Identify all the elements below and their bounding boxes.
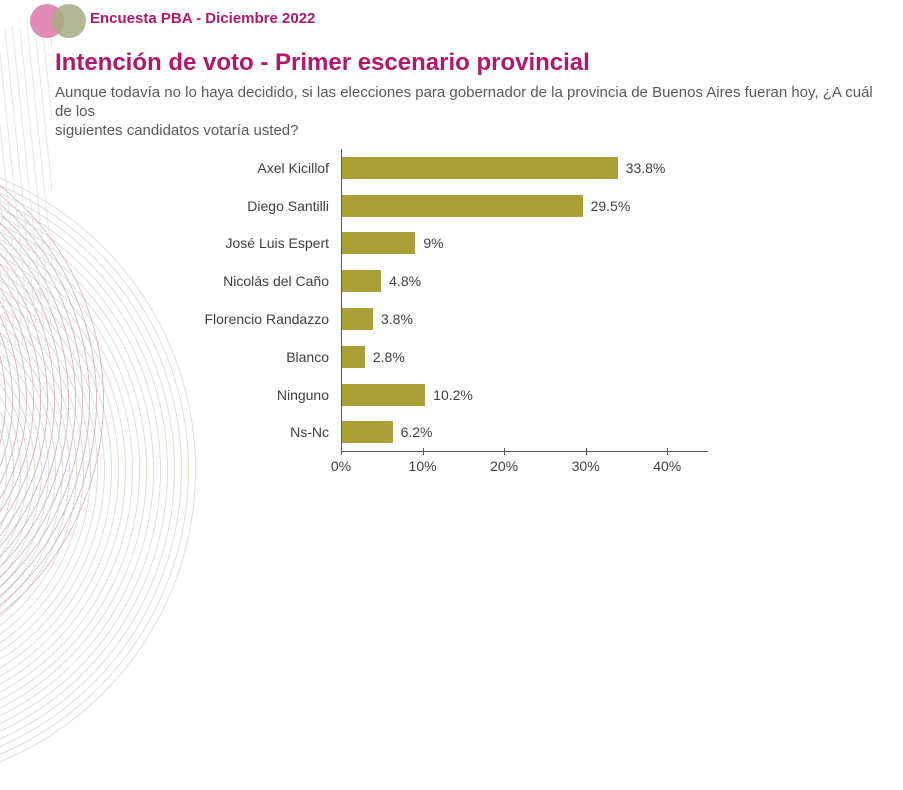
category-label: Nicolás del Caño [223,273,329,290]
bar-track: 29.5% [341,186,709,225]
page-title: Intención de voto - Primer escenario pro… [55,49,590,76]
bar-track: 4.8% [341,262,709,301]
chart-row: Diego Santilli 29.5% [55,186,885,225]
x-axis-tick-label: 40% [653,458,682,475]
bar-track: 10.2% [341,375,709,414]
bar-value-label: 6.2% [400,424,433,441]
logo-olive-circle-icon [52,4,86,38]
category-label: Diego Santilli [247,197,329,214]
bar-value-label: 33.8% [625,159,666,176]
x-axis-tick-label: 30% [571,458,600,475]
logo [30,4,86,38]
chart-row: Axel Kicillof 33.8% [55,149,885,187]
x-axis-tick-label: 10% [408,458,437,475]
bar [342,156,618,179]
bar-value-label: 10.2% [433,386,473,403]
bar [342,421,393,444]
bar-value-label: 29.5% [590,197,631,214]
category-label: Axel Kicillof [257,159,329,176]
bar-track: 9% [341,224,709,263]
bar-chart: Axel Kicillof 33.8% Diego Santilli 29.5% Jos… [55,149,885,480]
bar-track: 33.8% [341,149,709,187]
x-axis-tick-label: 0% [330,458,352,475]
x-axis-tick [504,448,506,456]
bar [342,232,416,255]
slide-content: Intención de voto - Primer escenario pro… [55,44,885,480]
bar-value-label: 9% [423,235,444,252]
x-axis: 0% 10% 20% 30% 40% [331,448,708,480]
bar [342,194,583,217]
x-axis-tick [341,448,342,456]
chart-row: Ns-Nc 6.2% [55,413,885,452]
bar-value-label: 2.8% [372,348,405,365]
subtitle: Aunque todavía no lo haya decidido, si l… [55,83,885,140]
chart-row: Nicolás del Caño 4.8% [55,262,885,301]
x-axis-tick [422,448,424,456]
category-label: Blanco [286,348,329,365]
category-label: Florencio Randazzo [204,311,329,328]
bar [342,383,426,406]
chart-rows: Axel Kicillof 33.8% Diego Santilli 29.5% Jos… [55,149,885,452]
chart-row: José Luis Espert 9% [55,224,885,263]
bar [342,270,382,293]
chart-row: Florencio Randazzo 3.8% [55,300,885,338]
category-label: José Luis Espert [225,235,330,252]
chart-row: Ninguno 10.2% [55,375,885,414]
bar-track: 6.2% [341,413,709,452]
category-label: Ninguno [276,386,329,403]
x-axis-tick [667,448,669,456]
bar-value-label: 4.8% [389,273,422,290]
header: Encuesta PBA - Diciembre 2022 [0,0,903,42]
decorative-stripes [0,26,52,346]
bar-track: 3.8% [341,300,709,338]
chart-row: Blanco 2.8% [55,337,885,376]
subtitle-line-2: siguientes candidatos votaría usted? [55,122,299,139]
category-label: Ns-Nc [290,424,329,441]
bar-track: 2.8% [341,337,709,376]
subtitle-line-1: Aunque todavía no lo haya decidido, si l… [55,84,873,120]
bar [342,345,365,368]
brand-title: Encuesta PBA - Diciembre 2022 [90,10,316,27]
x-axis-tick-label: 20% [490,458,519,475]
bar-value-label: 3.8% [380,311,413,328]
bar [342,308,373,331]
x-axis-tick [585,448,587,456]
